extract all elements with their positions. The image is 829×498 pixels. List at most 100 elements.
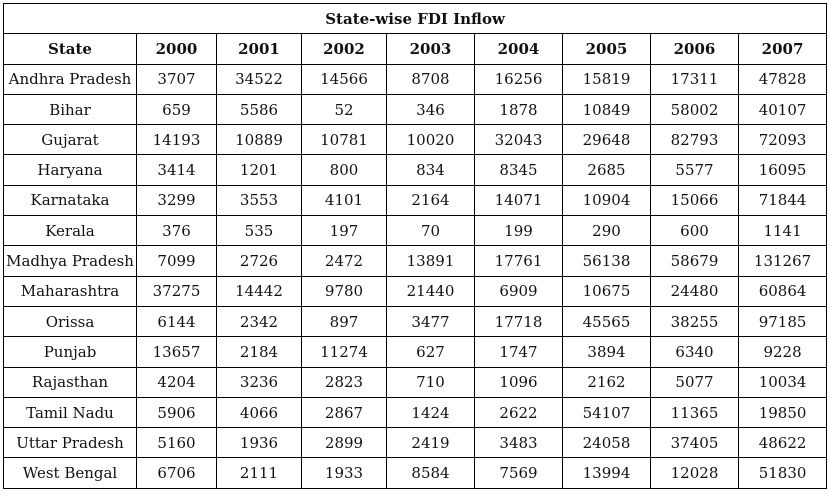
fdi-value-cell: 11365 xyxy=(650,396,739,429)
fdi-value-cell: 2342 xyxy=(216,305,302,338)
table-row: Uttar Pradesh 5160 1936 2899 2419 3483 24058 37… xyxy=(3,427,828,459)
fdi-value-cell: 56138 xyxy=(562,245,651,277)
fdi-value-cell: 10849 xyxy=(562,93,651,126)
fdi-value-cell: 3894 xyxy=(562,336,651,368)
table-row: Madhya Pradesh 7099 2726 2472 13891 17761 5613… xyxy=(3,245,828,277)
fdi-value-cell: 37275 xyxy=(136,275,217,307)
fdi-value-cell: 290 xyxy=(562,215,651,247)
fdi-value-cell: 82793 xyxy=(650,124,739,156)
state-name-cell: West Bengal xyxy=(3,457,137,489)
table-row: Andhra Pradesh 3707 34522 14566 8708 16256 158… xyxy=(3,63,828,95)
fdi-value-cell: 2726 xyxy=(216,245,302,277)
state-name-cell: Rajasthan xyxy=(3,366,137,398)
fdi-value-cell: 2899 xyxy=(301,427,387,459)
state-name-cell: Kerala xyxy=(3,215,137,247)
fdi-value-cell: 10034 xyxy=(737,366,828,398)
fdi-value-cell: 9780 xyxy=(301,275,387,307)
fdi-value-cell: 2162 xyxy=(562,366,651,398)
fdi-value-cell: 2622 xyxy=(474,396,563,429)
fdi-value-cell: 34522 xyxy=(216,63,302,95)
column-header-year: 2000 xyxy=(136,33,217,65)
table-row: Kerala 376 535 197 70 199 290 600 1141 xyxy=(3,215,828,247)
fdi-value-cell: 4066 xyxy=(216,396,302,429)
fdi-value-cell: 54107 xyxy=(562,396,651,429)
fdi-value-cell: 5906 xyxy=(136,396,217,429)
fdi-value-cell: 13657 xyxy=(136,336,217,368)
fdi-value-cell: 9228 xyxy=(737,336,828,368)
fdi-value-cell: 47828 xyxy=(737,63,828,95)
fdi-value-cell: 5160 xyxy=(136,427,217,459)
fdi-value-cell: 29648 xyxy=(562,124,651,156)
fdi-value-cell: 14566 xyxy=(301,63,387,95)
column-header-year: 2007 xyxy=(737,33,828,65)
fdi-value-cell: 71844 xyxy=(737,184,828,217)
fdi-value-cell: 38255 xyxy=(650,305,739,338)
fdi-value-cell: 3236 xyxy=(216,366,302,398)
table-row: Punjab 13657 2184 11274 627 1747 3894 6340 9228 xyxy=(3,336,828,368)
fdi-value-cell: 5586 xyxy=(216,93,302,126)
fdi-value-cell: 3707 xyxy=(136,63,217,95)
fdi-value-cell: 2111 xyxy=(216,457,302,489)
state-name-cell: Haryana xyxy=(3,154,137,186)
fdi-value-cell: 37405 xyxy=(650,427,739,459)
fdi-value-cell: 627 xyxy=(386,336,475,368)
fdi-value-cell: 16095 xyxy=(737,154,828,186)
column-header-year: 2005 xyxy=(562,33,651,65)
table-row: Bihar 659 5586 52 346 1878 10849 58002 40107 xyxy=(3,93,828,126)
fdi-value-cell: 14442 xyxy=(216,275,302,307)
column-header-year: 2004 xyxy=(474,33,563,65)
state-name-cell: Maharashtra xyxy=(3,275,137,307)
fdi-value-cell: 376 xyxy=(136,215,217,247)
fdi-value-cell: 6340 xyxy=(650,336,739,368)
column-header-year: 2006 xyxy=(650,33,739,65)
fdi-value-cell: 14071 xyxy=(474,184,563,217)
fdi-value-cell: 13891 xyxy=(386,245,475,277)
fdi-value-cell: 15819 xyxy=(562,63,651,95)
fdi-value-cell: 10904 xyxy=(562,184,651,217)
column-header-year: 2001 xyxy=(216,33,302,65)
state-name-cell: Bihar xyxy=(3,93,137,126)
table-title-row: State-wise FDI Inflow xyxy=(2,2,828,35)
fdi-value-cell: 45565 xyxy=(562,305,651,338)
fdi-value-cell: 3483 xyxy=(474,427,563,459)
fdi-value-cell: 800 xyxy=(301,154,387,186)
fdi-value-cell: 3477 xyxy=(386,305,475,338)
fdi-value-cell: 21440 xyxy=(386,275,475,307)
fdi-value-cell: 659 xyxy=(136,93,217,126)
fdi-value-cell: 10020 xyxy=(386,124,475,156)
table-row: Tamil Nadu 5906 4066 2867 1424 2622 54107 11365… xyxy=(3,396,828,429)
fdi-value-cell: 7569 xyxy=(474,457,563,489)
fdi-value-cell: 4204 xyxy=(136,366,217,398)
fdi-value-cell: 8345 xyxy=(474,154,563,186)
fdi-value-cell: 346 xyxy=(386,93,475,126)
state-name-cell: Orissa xyxy=(3,305,137,338)
column-header-year: 2003 xyxy=(386,33,475,65)
state-name-cell: Andhra Pradesh xyxy=(3,63,137,95)
fdi-value-cell: 2867 xyxy=(301,396,387,429)
fdi-value-cell: 3414 xyxy=(136,154,217,186)
table-body: Andhra Pradesh 3707 34522 14566 8708 16256 158… xyxy=(3,63,828,489)
fdi-value-cell: 1201 xyxy=(216,154,302,186)
fdi-value-cell: 52 xyxy=(301,93,387,126)
state-name-cell: Madhya Pradesh xyxy=(3,245,137,277)
fdi-value-cell: 72093 xyxy=(737,124,828,156)
fdi-value-cell: 60864 xyxy=(737,275,828,307)
fdi-value-cell: 2472 xyxy=(301,245,387,277)
table-row: West Bengal 6706 2111 1933 8584 7569 13994 1202… xyxy=(3,457,828,489)
column-header-state: State xyxy=(3,33,137,65)
fdi-value-cell: 51830 xyxy=(737,457,828,489)
fdi-table-container: State-wise FDI Inflow State 2000 2001 2002 2… xyxy=(2,2,828,489)
fdi-value-cell: 15066 xyxy=(650,184,739,217)
fdi-value-cell: 17761 xyxy=(474,245,563,277)
state-name-cell: Gujarat xyxy=(3,124,137,156)
fdi-value-cell: 24480 xyxy=(650,275,739,307)
fdi-value-cell: 7099 xyxy=(136,245,217,277)
fdi-value-cell: 2823 xyxy=(301,366,387,398)
fdi-value-cell: 11274 xyxy=(301,336,387,368)
fdi-value-cell: 710 xyxy=(386,366,475,398)
fdi-value-cell: 1936 xyxy=(216,427,302,459)
fdi-value-cell: 16256 xyxy=(474,63,563,95)
fdi-value-cell: 600 xyxy=(650,215,739,247)
fdi-value-cell: 535 xyxy=(216,215,302,247)
fdi-value-cell: 10675 xyxy=(562,275,651,307)
